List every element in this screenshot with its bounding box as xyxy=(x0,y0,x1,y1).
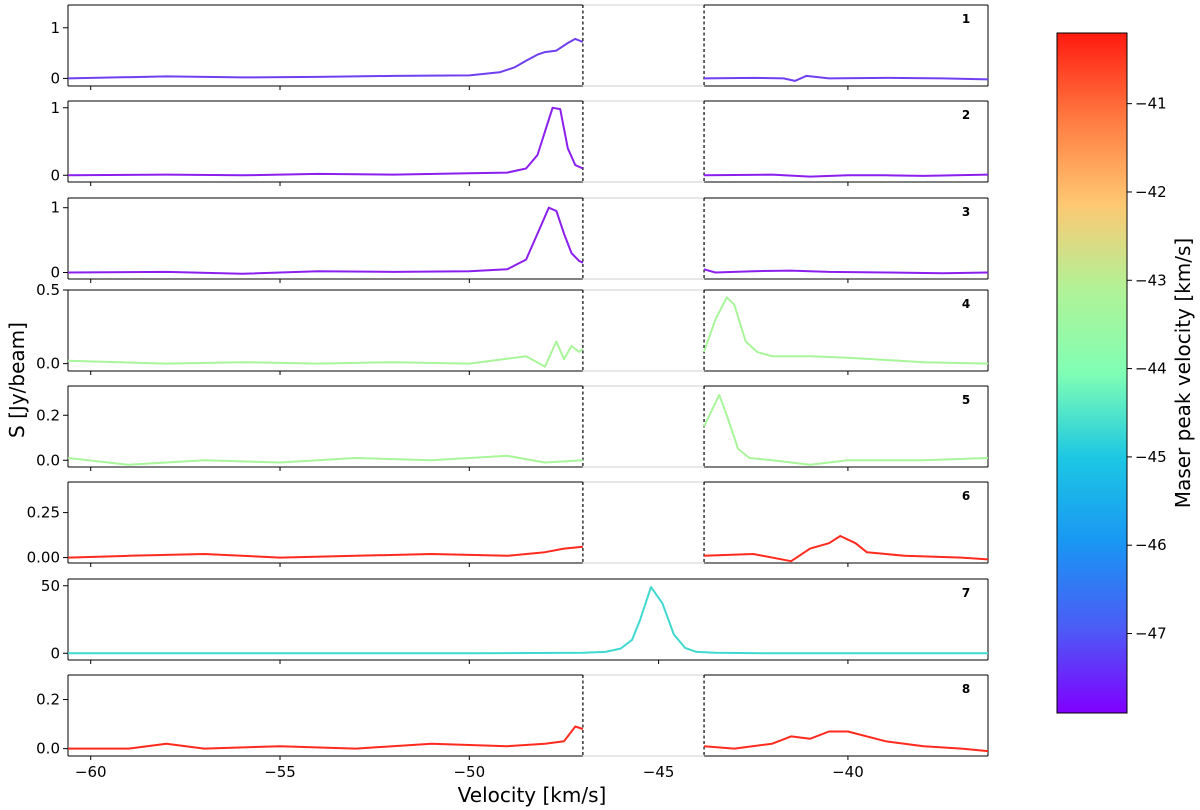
panel-2: 0 1 2 xyxy=(50,99,989,186)
panel-7: 0 50 7 xyxy=(41,577,989,664)
panel-id-label: 7 xyxy=(962,586,970,600)
x-axis-label: Velocity [km/s] xyxy=(458,783,607,807)
y-tick-label: 0.5 xyxy=(36,281,60,299)
panel-id-label: 5 xyxy=(962,393,970,407)
y-tick-label: 0 xyxy=(50,69,60,87)
series-line-7 xyxy=(68,586,988,655)
panel-id-label: 4 xyxy=(962,297,970,311)
y-tick-label: 1 xyxy=(50,199,60,217)
panel-4: 0.0 0.5 4 xyxy=(36,281,989,375)
series-line-6-left xyxy=(68,545,583,559)
colorbar-tick-label: −42 xyxy=(1135,183,1167,201)
panel-id-label: 6 xyxy=(962,489,970,503)
y-tick-label: 0.00 xyxy=(27,549,60,567)
y-tick-label: 0.2 xyxy=(36,406,60,424)
series-line-5-left xyxy=(68,454,583,466)
y-tick-label: 1 xyxy=(50,99,60,117)
panel-id-label: 1 xyxy=(962,12,970,26)
x-tick-label: −55 xyxy=(264,763,296,781)
y-tick-label: 50 xyxy=(41,577,60,595)
y-tick-label: 0.25 xyxy=(27,504,60,522)
y-tick-label: 0.0 xyxy=(36,355,60,373)
y-tick-label: 0 xyxy=(50,644,60,662)
series-line-4-right xyxy=(703,296,988,365)
series-line-3-left xyxy=(68,206,584,275)
y-tick-label: 0 xyxy=(50,264,60,282)
colorbar-label: Maser peak velocity [km/s] xyxy=(1171,238,1195,508)
series-line-2-right xyxy=(703,173,988,178)
y-tick-label: 0 xyxy=(50,166,60,184)
colorbar-tick-label: −41 xyxy=(1135,95,1167,113)
series-line-8-right xyxy=(703,730,988,753)
series-line-6-right xyxy=(703,535,988,563)
panel-id-label: 3 xyxy=(962,205,970,219)
panel-3: 0 1 3 xyxy=(50,197,989,283)
colorbar-tick-label: −45 xyxy=(1135,448,1167,466)
x-tick-label: −50 xyxy=(453,763,485,781)
y-tick-label: 1 xyxy=(50,19,60,37)
panel-id-label: 8 xyxy=(962,682,970,696)
series-line-3-right xyxy=(703,268,988,275)
y-axis-label: S [Jy/beam] xyxy=(5,322,29,438)
x-tick-label: −60 xyxy=(75,763,107,781)
panel-6: 0.00 0.25 6 xyxy=(27,481,989,567)
series-line-1-left xyxy=(68,37,584,80)
colorbar: −41 −42 −43 −44 −45 −46 −47 xyxy=(1056,32,1167,714)
x-axis: −60 −55 −50 −45 −40 xyxy=(75,763,864,781)
series-line-4-left xyxy=(68,340,584,368)
colorbar-tick-label: −44 xyxy=(1135,360,1167,378)
panel-1: 0 1 1 xyxy=(50,4,989,90)
y-tick-label: 0.2 xyxy=(36,691,60,709)
colorbar-tick-label: −46 xyxy=(1135,536,1167,554)
series-line-2-left xyxy=(68,106,584,177)
x-tick-label: −45 xyxy=(643,763,675,781)
colorbar-tick-label: −43 xyxy=(1135,271,1167,289)
colorbar-tick-label: −47 xyxy=(1135,625,1167,643)
panel-8: 0.0 0.2 8 xyxy=(36,674,989,760)
series-line-1-right xyxy=(703,74,988,82)
series-line-8-left xyxy=(68,725,584,750)
panel-id-label: 2 xyxy=(962,108,970,122)
colorbar-gradient xyxy=(1056,32,1128,714)
panel-5: 0.0 0.2 5 xyxy=(36,385,989,471)
y-tick-label: 0.0 xyxy=(36,740,60,758)
y-tick-label: 0.0 xyxy=(36,451,60,469)
series-line-5-right xyxy=(703,394,988,466)
x-tick-label: −40 xyxy=(832,763,864,781)
